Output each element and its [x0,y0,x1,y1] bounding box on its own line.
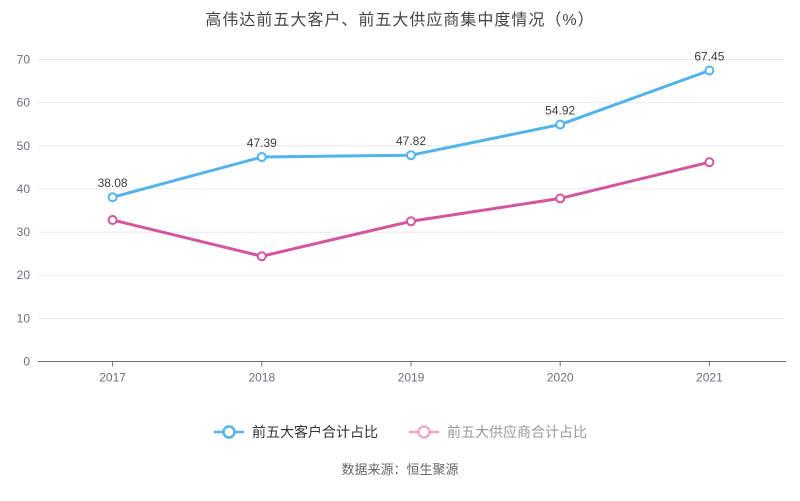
x-axis-label: 2021 [696,371,723,385]
data-point[interactable] [555,119,566,130]
data-point-label: 54.92 [545,104,575,118]
y-axis-label: 70 [17,53,31,67]
data-point[interactable] [406,150,416,161]
y-axis-label: 30 [17,225,31,239]
data-point-label: 67.45 [694,50,724,64]
y-axis-label: 60 [17,96,31,110]
data-point-label: 38.08 [98,176,128,190]
data-point-label: 47.82 [396,134,426,148]
legend: 前五大客户合计占比 前五大供应商合计占比 [0,424,800,440]
x-axis-label: 2019 [398,371,425,385]
x-axis-label: 2020 [547,371,574,385]
data-point-label: 47.39 [247,136,277,150]
data-point[interactable] [704,157,715,168]
data-point[interactable] [107,214,118,225]
data-source-note: 数据来源：恒生聚源 [341,462,459,477]
y-axis-label: 50 [17,139,31,153]
y-axis-label: 0 [23,355,30,369]
chart-title: 高伟达前五大客户、前五大供应商集中度情况（%） [205,12,595,29]
legend-item-suppliers[interactable]: 前五大供应商合计占比 [408,424,587,440]
data-point[interactable] [256,251,267,262]
data-point[interactable] [107,192,118,203]
x-axis-label: 2018 [248,371,275,385]
data-point[interactable] [256,152,267,163]
y-axis-label: 10 [17,311,31,325]
data-point[interactable] [406,216,416,227]
legend-label-customers: 前五大客户合计占比 [252,424,378,440]
x-axis-label: 2017 [99,371,126,385]
series-line-1 [111,160,711,258]
data-point[interactable] [555,193,566,204]
legend-item-customers[interactable]: 前五大客户合计占比 [213,424,378,440]
data-point[interactable] [704,65,715,76]
line-series-icon [213,424,245,440]
line-series-icon [408,424,440,440]
y-axis-label: 20 [17,268,31,282]
legend-label-suppliers: 前五大供应商合计占比 [447,424,587,440]
line-chart-plot: 0 10 20 30 40 50 60 70 2017 2018 2019 2020 2021 38.08… [17,50,786,385]
y-axis-label: 40 [17,182,31,196]
